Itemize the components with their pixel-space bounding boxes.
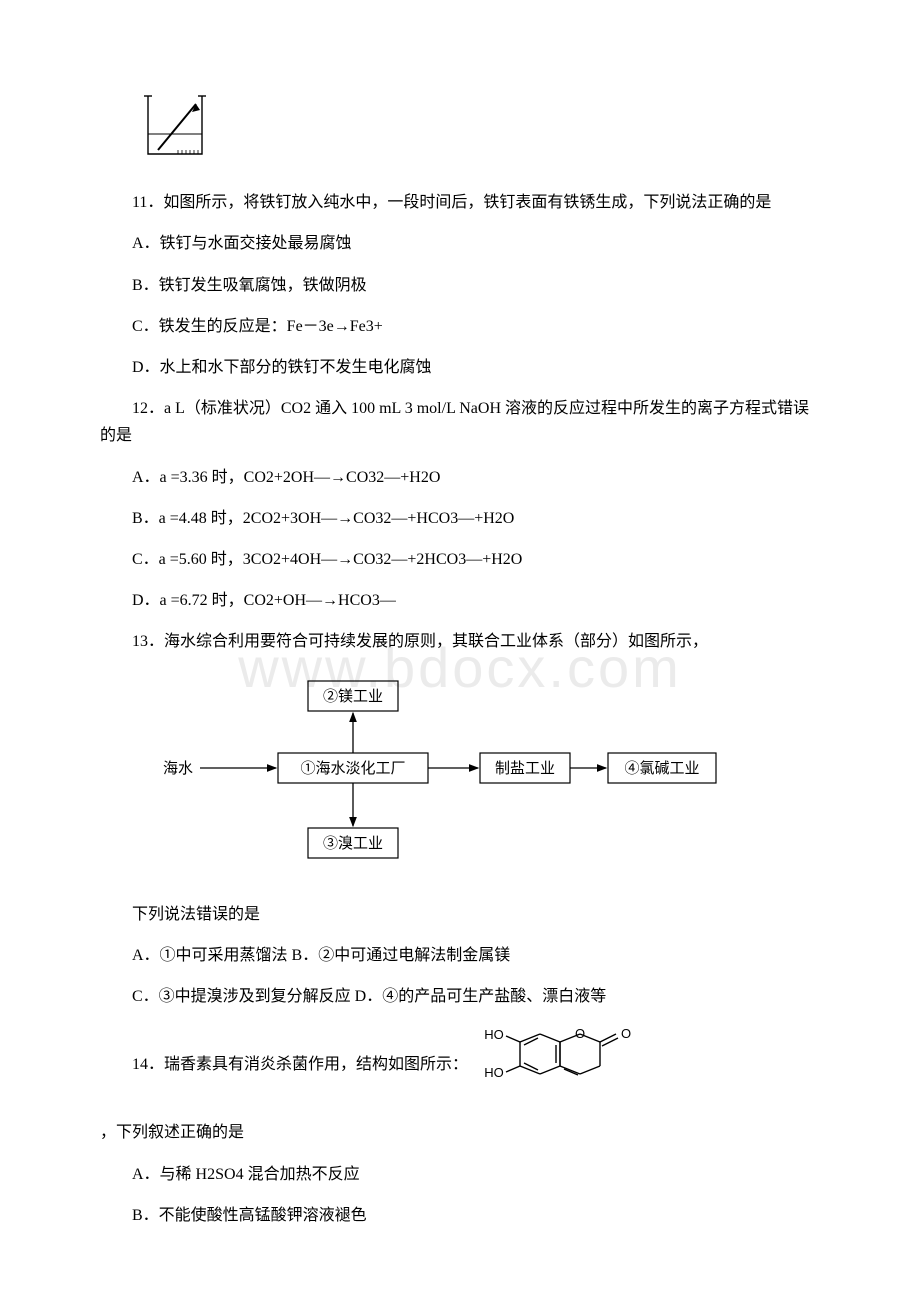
q11-opt-c: C．铁发生的反应是：Fe－3e→Fe3+ bbox=[100, 313, 820, 340]
q12-opt-c: C．a =5.60 时，3CO2+4OH—→CO32—+2HCO3—+H2O bbox=[100, 546, 820, 573]
q11-stem: 11．如图所示，将铁钉放入纯水中，一段时间后，铁钉表面有铁锈生成，下列说法正确的… bbox=[100, 189, 820, 216]
beaker-diagram bbox=[140, 90, 820, 171]
svg-text:O: O bbox=[575, 1026, 585, 1041]
q12-opt-d: D．a =6.72 时，CO2+OH—→HCO3— bbox=[100, 587, 820, 614]
svg-text:②镁工业: ②镁工业 bbox=[323, 688, 383, 705]
svg-text:①海水淡化工厂: ①海水淡化工厂 bbox=[300, 760, 405, 777]
q14-stem-suffix: ，下列叙述正确的是 bbox=[100, 1119, 820, 1146]
q12-stem: 12．a L（标准状况）CO2 通入 100 mL 3 mol/L NaOH 溶… bbox=[100, 395, 820, 449]
svg-text:④氯碱工业: ④氯碱工业 bbox=[624, 760, 699, 777]
q14-opt-a: A．与稀 H2SO4 混合加热不反应 bbox=[100, 1161, 820, 1188]
q13-after: 下列说法错误的是 bbox=[100, 901, 820, 928]
q12-opt-a: A．a =3.36 时，CO2+2OH—→CO32—+H2O bbox=[100, 464, 820, 491]
q14-stem-prefix: 14．瑞香素具有消炎杀菌作用，结构如图所示： bbox=[100, 1051, 468, 1078]
q14-opt-b: B．不能使酸性高锰酸钾溶液褪色 bbox=[100, 1202, 820, 1229]
q14-stem-row: 14．瑞香素具有消炎杀菌作用，结构如图所示： O O HO HO bbox=[100, 1024, 820, 1105]
q12-opt-b: B．a =4.48 时，2CO2+3OH—→CO32—+HCO3—+H2O bbox=[100, 505, 820, 532]
q13-opt-cd: C．③中提溴涉及到复分解反应 D．④的产品可生产盐酸、漂白液等 bbox=[100, 983, 820, 1010]
svg-text:HO: HO bbox=[484, 1065, 504, 1080]
svg-text:③溴工业: ③溴工业 bbox=[323, 835, 383, 852]
q11-opt-b: B．铁钉发生吸氧腐蚀，铁做阴极 bbox=[100, 272, 820, 299]
flow-diagram: 海水 ②镁工业 ①海水淡化工厂 ③溴工业 制盐工业 ④氯碱工业 bbox=[160, 673, 820, 882]
molecule-structure: O O HO HO bbox=[474, 1024, 644, 1105]
q13-stem: 13．海水综合利用要符合可持续发展的原则，其联合工业体系（部分）如图所示， bbox=[100, 628, 820, 655]
svg-text:O: O bbox=[621, 1026, 631, 1041]
q13-opt-ab: A．①中可采用蒸馏法 B．②中可通过电解法制金属镁 bbox=[100, 942, 820, 969]
svg-text:HO: HO bbox=[484, 1027, 504, 1042]
q11-opt-a: A．铁钉与水面交接处最易腐蚀 bbox=[100, 230, 820, 257]
svg-text:海水: 海水 bbox=[163, 760, 193, 777]
svg-text:制盐工业: 制盐工业 bbox=[495, 760, 555, 777]
q11-opt-d: D．水上和水下部分的铁钉不发生电化腐蚀 bbox=[100, 354, 820, 381]
page-content: 11．如图所示，将铁钉放入纯水中，一段时间后，铁钉表面有铁锈生成，下列说法正确的… bbox=[100, 90, 820, 1229]
